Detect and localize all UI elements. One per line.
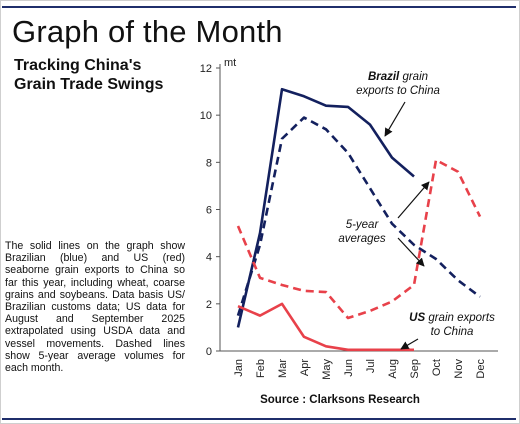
x-tick-label: May — [321, 359, 333, 380]
y-tick-label: 0 — [206, 346, 212, 358]
line-chart: 0 2 4 6 8 10 12 mt Jan Feb Mar Apr May Jun Jul Aug Sep Oc… — [200, 57, 498, 380]
source-note: Source : Clarksons Research — [260, 394, 420, 406]
annotation-us: US grain exports to China — [409, 312, 495, 338]
arrow-brazil — [384, 101, 406, 137]
series-line-us — [237, 302, 414, 352]
arrow-us — [400, 338, 419, 350]
x-tick-label: Jan — [233, 359, 245, 377]
x-tick-label: Feb — [255, 359, 267, 378]
bottom-rule — [2, 418, 516, 420]
y-tick-label: 12 — [200, 63, 212, 75]
y-tick-label: 10 — [200, 110, 212, 122]
x-tick-label: Aug — [387, 359, 399, 379]
x-tick-label: Jul — [365, 359, 377, 373]
x-tick-label: Apr — [299, 359, 311, 376]
x-tick-label: Dec — [475, 359, 487, 379]
y-tick-label: 4 — [206, 252, 212, 264]
y-tick-label: 2 — [206, 299, 212, 311]
series-line-brazil — [236, 87, 415, 328]
x-tick-label: Oct — [431, 359, 443, 376]
series-line-us-avg — [236, 158, 482, 320]
x-tick-label: Sep — [409, 359, 421, 379]
y-axis-unit-label: mt — [224, 57, 236, 69]
x-tick-label: Mar — [277, 359, 289, 378]
series-line-brazil-avg — [236, 116, 481, 317]
arrow-averages-us — [397, 237, 425, 267]
page-title: Graph of the Month — [12, 14, 283, 49]
x-tick-label: Jun — [343, 359, 355, 377]
chart-subtitle: Tracking China's Grain Trade Swings — [14, 57, 164, 93]
annotation-brazil: Brazil grain exports to China — [356, 71, 440, 97]
x-tick-label: Nov — [453, 359, 465, 379]
arrow-averages-brazil — [397, 181, 430, 219]
annotation-averages: 5-year averages — [338, 219, 386, 245]
chart-description: The solid lines on the graph show Brazil… — [5, 240, 185, 375]
y-tick-label: 6 — [206, 205, 212, 217]
y-tick-label: 8 — [206, 157, 212, 169]
top-rule — [2, 6, 516, 8]
